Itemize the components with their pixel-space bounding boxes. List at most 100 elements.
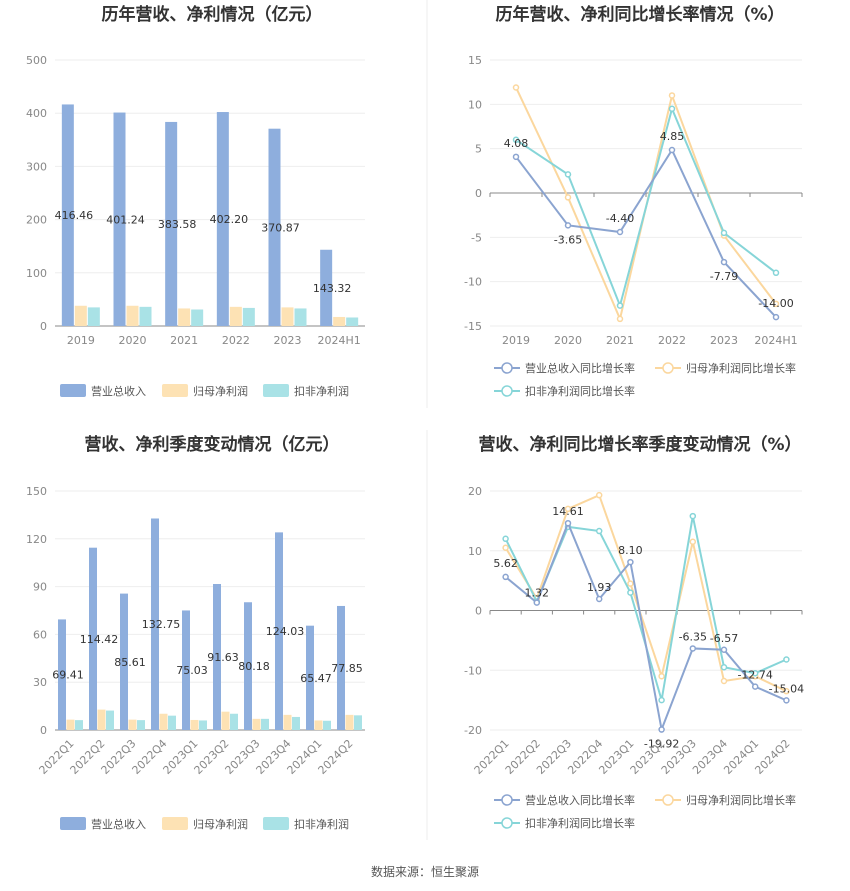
data-label: 65.47: [300, 672, 332, 685]
y-tick-label: 60: [33, 628, 47, 641]
series-point: [689, 645, 697, 652]
bar-parent-net-profit: [126, 305, 139, 326]
bar-deducted-net-profit: [294, 308, 307, 326]
series-point: [564, 222, 572, 229]
data-label: 5.62: [493, 557, 518, 570]
data-label: 401.24: [106, 213, 145, 226]
bar-parent-net-profit: [128, 719, 137, 730]
series-point: [668, 92, 676, 99]
series-point: [720, 229, 728, 237]
series-point: [512, 84, 520, 91]
bar-revenue: [306, 625, 314, 730]
x-tick-label: 2022: [658, 334, 686, 347]
bar-deducted-net-profit: [87, 307, 100, 326]
bar-revenue: [120, 593, 128, 730]
bar-parent-net-profit: [281, 307, 294, 326]
series-point: [658, 696, 665, 704]
bar-parent-net-profit: [283, 714, 292, 730]
bar-revenue: [216, 112, 229, 326]
x-tick-label: 2024Q2: [316, 737, 356, 777]
data-label: 4.08: [504, 137, 529, 150]
bar-parent-net-profit: [314, 720, 323, 730]
data-label: 132.75: [142, 618, 181, 631]
y-tick-label: -5: [471, 231, 482, 244]
y-tick-label: 300: [26, 160, 47, 173]
legend-swatch: [162, 817, 188, 830]
bar-revenue: [151, 518, 159, 730]
legend-marker: [501, 385, 513, 397]
series-point: [595, 491, 603, 499]
series-point: [627, 589, 634, 596]
series-line-revenue: [515, 147, 777, 318]
x-tick-label: 2021: [170, 334, 198, 347]
y-tick-label: 0: [475, 187, 482, 200]
x-tick-label: 2024H1: [754, 334, 797, 347]
series-point: [668, 105, 676, 113]
legend-swatch: [162, 384, 188, 397]
bar-parent-net-profit: [345, 714, 354, 730]
x-tick-label: 2023: [274, 334, 302, 347]
bar-parent-net-profit: [190, 719, 199, 730]
series-point: [772, 300, 780, 308]
series-point: [533, 599, 541, 606]
legend-marker: [662, 794, 674, 806]
legend-swatch: [263, 384, 289, 397]
bar-deducted-net-profit: [354, 715, 362, 730]
series-point: [772, 313, 780, 321]
y-tick-label: 0: [475, 605, 482, 618]
bar-parent-net-profit: [333, 316, 346, 326]
series-point: [783, 656, 790, 663]
series-point: [751, 669, 759, 677]
series-point: [512, 153, 520, 161]
legend-swatch: [60, 817, 86, 830]
bar-revenue: [58, 619, 66, 730]
quarterly-revenue-profit-chart: 营收、净利季度变动情况（亿元） 0 30 60 90 120 150 69.41 114.42…: [26, 434, 365, 831]
legend-label: 扣非净利润: [294, 384, 349, 398]
series-point: [627, 580, 634, 587]
data-label: 4.85: [660, 130, 685, 143]
x-tick-label: 2022: [222, 334, 250, 347]
y-tick-label: -10: [464, 276, 482, 289]
bar-revenue: [320, 249, 333, 326]
y-tick-label: 0: [40, 724, 47, 737]
bar-parent-net-profit: [74, 305, 87, 326]
series-point: [616, 315, 624, 323]
series-line-parent-net-profit: [515, 87, 777, 323]
series-point: [564, 194, 572, 201]
y-tick-label: 30: [33, 676, 47, 689]
legend-label: 营业总收入: [91, 817, 146, 831]
legend-label: 营业总收入同比增长率: [525, 793, 635, 807]
y-tick-label: 10: [468, 545, 482, 558]
data-label: 91.63: [207, 651, 239, 664]
y-tick-label: 0: [40, 320, 47, 333]
annual-revenue-profit-chart: 历年营收、净利情况（亿元） 0 100 200 300 400 500 416.46 401.…: [26, 4, 365, 398]
chart-title: 历年营收、净利情况（亿元）: [102, 4, 323, 25]
series-point: [772, 269, 780, 277]
bar-deducted-net-profit: [261, 718, 269, 730]
quarterly-growth-rate-chart: 营收、净利同比增长率季度变动情况（%） -20 -10 0 10 20 5.62 1.32 1…: [464, 434, 804, 830]
data-label: 14.61: [552, 505, 584, 518]
series-point: [720, 646, 728, 654]
x-tick-label: 2020: [554, 334, 582, 347]
series-point: [502, 573, 509, 581]
series-point: [616, 302, 624, 309]
data-label: 143.32: [313, 282, 352, 295]
data-label: 370.87: [261, 221, 300, 234]
bar-deducted-net-profit: [242, 307, 255, 326]
bar-revenue: [182, 610, 190, 730]
data-label: -3.65: [554, 233, 582, 246]
series-point: [595, 527, 603, 535]
data-label: 1.32: [525, 587, 550, 600]
bar-revenue: [61, 104, 74, 326]
series-point: [658, 726, 665, 733]
series-point: [564, 171, 572, 178]
bar-parent-net-profit: [159, 713, 168, 730]
series-point: [689, 538, 697, 546]
x-tick-label: 2023: [710, 334, 738, 347]
y-tick-label: 5: [475, 143, 482, 156]
bar-deducted-net-profit: [191, 309, 204, 326]
data-label: 1.93: [587, 581, 612, 594]
y-tick-label: 120: [26, 533, 47, 546]
bar-parent-net-profit: [229, 306, 242, 326]
